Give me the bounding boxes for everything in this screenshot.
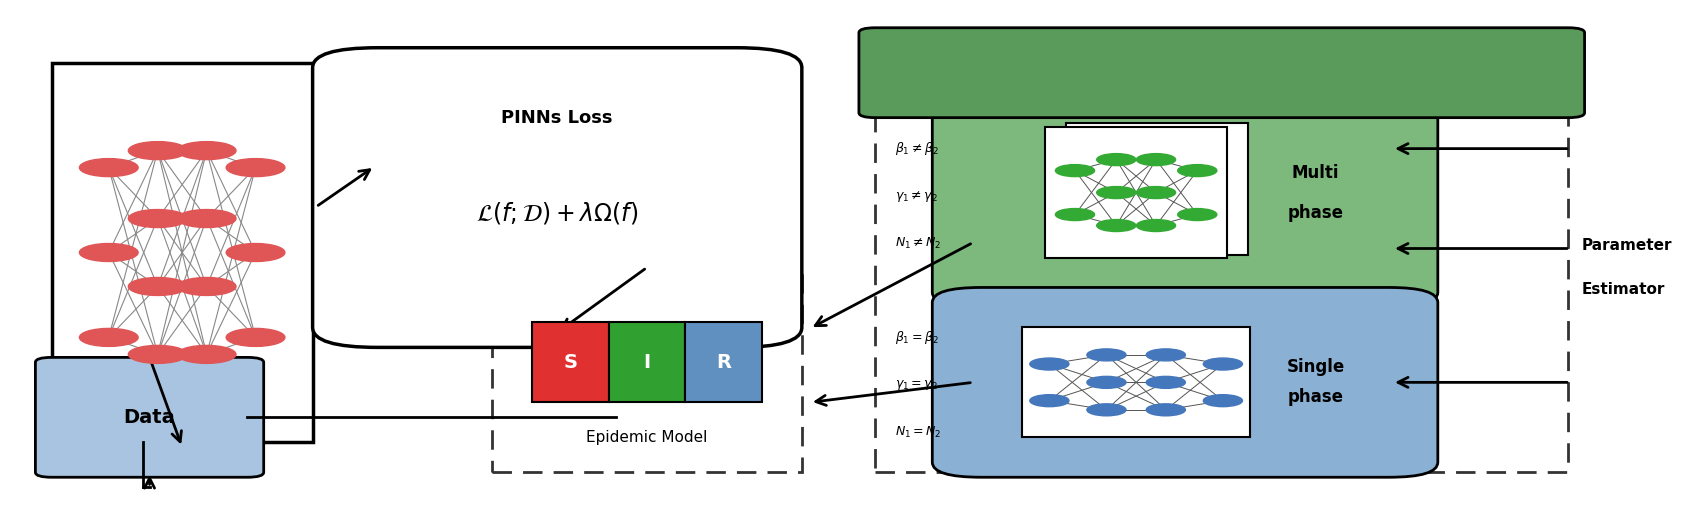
Circle shape: [1136, 154, 1176, 166]
Text: $\mathcal{L}(f;\mathcal{D}) + \lambda\Omega(f)$: $\mathcal{L}(f;\mathcal{D}) + \lambda\Om…: [477, 199, 639, 226]
Text: Expert Knowledge: Expert Knowledge: [1122, 63, 1323, 82]
Circle shape: [1136, 220, 1176, 231]
FancyBboxPatch shape: [1045, 127, 1227, 259]
Circle shape: [177, 345, 236, 364]
Text: $N_1=N_2$: $N_1=N_2$: [895, 425, 942, 440]
Text: Parameter: Parameter: [1581, 237, 1672, 252]
Text: S: S: [563, 353, 578, 372]
Text: Epidemic Model: Epidemic Model: [586, 430, 708, 445]
Circle shape: [1097, 220, 1136, 231]
FancyBboxPatch shape: [608, 322, 686, 402]
Circle shape: [177, 141, 236, 160]
Circle shape: [226, 243, 285, 262]
Circle shape: [1146, 349, 1185, 361]
Circle shape: [1055, 209, 1095, 221]
Circle shape: [1146, 404, 1185, 416]
Text: $N_1\neq N_2$: $N_1\neq N_2$: [895, 236, 942, 251]
Circle shape: [177, 210, 236, 228]
FancyBboxPatch shape: [35, 358, 263, 477]
FancyBboxPatch shape: [1023, 327, 1250, 437]
Circle shape: [1136, 186, 1176, 198]
Circle shape: [128, 141, 187, 160]
Text: phase: phase: [1287, 388, 1343, 407]
Text: $\gamma_1\neq\gamma_2$: $\gamma_1\neq\gamma_2$: [895, 188, 937, 204]
Circle shape: [1087, 376, 1126, 388]
Circle shape: [1097, 186, 1136, 198]
Text: Estimator: Estimator: [1581, 282, 1665, 297]
Circle shape: [1087, 349, 1126, 361]
Circle shape: [1030, 358, 1068, 370]
Text: phase: phase: [1287, 204, 1343, 222]
Text: I: I: [644, 353, 650, 372]
FancyBboxPatch shape: [1067, 123, 1249, 255]
Circle shape: [1030, 395, 1068, 407]
Circle shape: [226, 159, 285, 177]
FancyBboxPatch shape: [313, 48, 802, 347]
FancyBboxPatch shape: [932, 78, 1437, 308]
Text: PINNs Loss: PINNs Loss: [502, 109, 613, 127]
FancyBboxPatch shape: [52, 63, 313, 442]
Circle shape: [79, 328, 138, 346]
Circle shape: [128, 210, 187, 228]
Circle shape: [128, 345, 187, 364]
Circle shape: [1203, 395, 1242, 407]
Circle shape: [1178, 165, 1217, 177]
FancyBboxPatch shape: [686, 322, 762, 402]
Circle shape: [128, 277, 187, 295]
Circle shape: [1055, 165, 1095, 177]
Text: $\beta_1\neq\beta_2$: $\beta_1\neq\beta_2$: [895, 140, 939, 157]
Circle shape: [1178, 209, 1217, 221]
Circle shape: [1087, 404, 1126, 416]
FancyBboxPatch shape: [532, 322, 608, 402]
Text: R: R: [716, 353, 731, 372]
Circle shape: [1146, 376, 1185, 388]
Circle shape: [177, 277, 236, 295]
Text: Single: Single: [1286, 359, 1345, 376]
Circle shape: [79, 243, 138, 262]
FancyBboxPatch shape: [859, 28, 1584, 118]
Text: Multi: Multi: [1292, 164, 1340, 182]
Text: $\gamma_1=\gamma_2$: $\gamma_1=\gamma_2$: [895, 378, 937, 392]
Circle shape: [1097, 154, 1136, 166]
Circle shape: [226, 328, 285, 346]
Text: Data: Data: [123, 408, 175, 427]
Circle shape: [1203, 358, 1242, 370]
Text: $\beta_1=\beta_2$: $\beta_1=\beta_2$: [895, 329, 939, 346]
FancyBboxPatch shape: [932, 287, 1437, 477]
Circle shape: [79, 159, 138, 177]
